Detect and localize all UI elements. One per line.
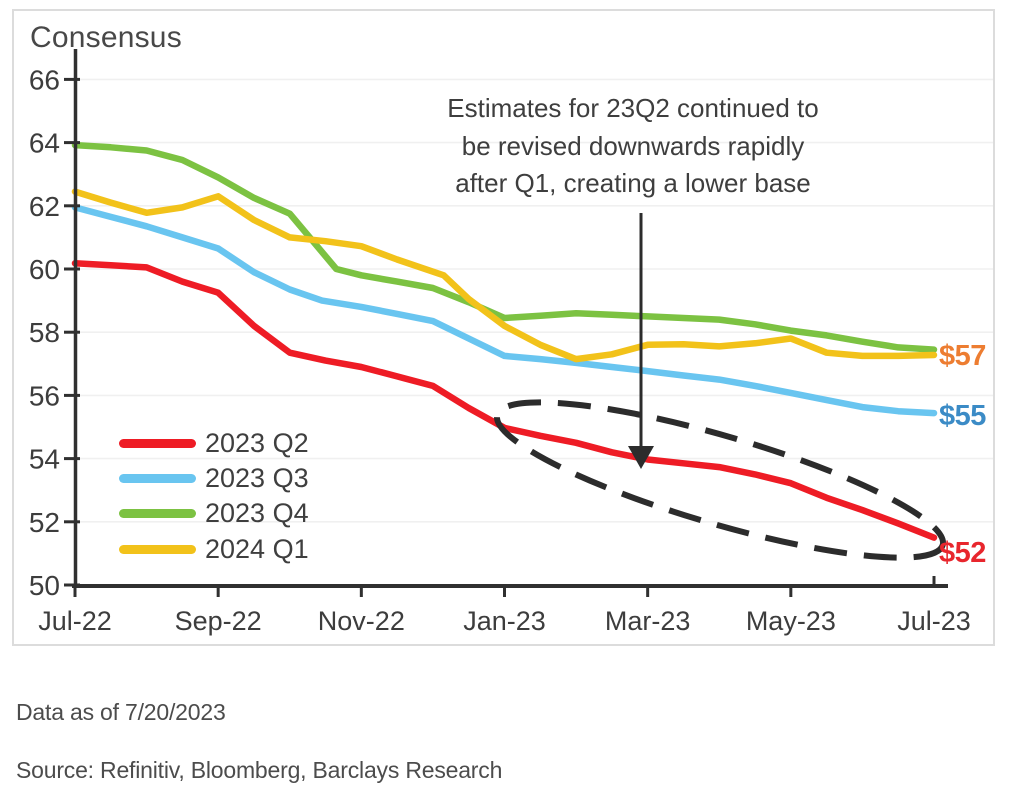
chart-title: Consensus [30,21,182,54]
y-tick-label-50: 50 [29,570,60,601]
data-as-of-text: Data as of 7/20/2023 [16,699,226,725]
x-tick-label-jul-23: Jul-23 [897,606,971,636]
y-tick-label-58: 58 [29,317,60,348]
y-tick-label-62: 62 [29,191,60,222]
x-tick-label-jan-23: Jan-23 [463,606,546,636]
legend-swatch-2023-q2 [119,438,196,448]
legend-label-2023-q2: 2023 Q2 [205,427,309,458]
series-line-2024-q1 [71,188,938,363]
legend-swatch-2023-q3 [119,473,196,483]
series-line-2023-q3 [71,204,938,417]
x-tick-label-nov-22: Nov-22 [318,606,405,636]
legend-item-2023-q2: 2023 Q2 [119,428,309,458]
x-tick-label-sep-22: Sep-22 [175,606,262,636]
end-label-2023-q3: $55 [939,399,986,432]
legend-swatch-2024-q1 [119,544,196,554]
legend-label-2023-q3: 2023 Q3 [205,462,309,493]
y-tick-label-54: 54 [29,444,60,475]
annotation-line-2: be revised downwards rapidly [461,130,805,161]
annotation-line-3: after Q1, creating a lower base [455,168,811,198]
annotation-text: Estimates for 23Q2 continued to be revis… [403,90,863,203]
x-tick-label-may-23: May-23 [746,606,836,636]
legend-swatch-2023-q4 [119,509,196,519]
annotation-arrow-head [628,446,654,469]
series-line-2023-q4 [71,141,938,353]
y-tick-label-64: 64 [29,128,60,159]
y-tick-label-60: 60 [29,254,60,285]
end-label-2024-q1: $57 [939,339,986,372]
highlight-ellipse [493,399,947,561]
legend-item-2024-q1: 2024 Q1 [119,534,309,564]
legend-item-2023-q4: 2023 Q4 [119,498,309,529]
y-tick-label-66: 66 [29,64,60,95]
y-tick-label-52: 52 [29,507,60,538]
source-text: Source: Refinitiv, Bloomberg, Barclays R… [16,757,503,783]
x-tick-label-jul-22: Jul-22 [38,606,112,636]
legend-label-2024-q1: 2024 Q1 [205,533,309,564]
legend-label-2023-q4: 2023 Q4 [205,498,309,529]
series-line-2023-q2 [71,260,938,541]
y-tick-label-56: 56 [29,380,60,411]
annotation-line-1: Estimates for 23Q2 continued to [447,93,819,123]
x-tick-label-mar-23: Mar-23 [605,606,691,636]
legend-item-2023-q3: 2023 Q3 [119,463,309,493]
end-label-2023-q2: $52 [939,537,986,570]
